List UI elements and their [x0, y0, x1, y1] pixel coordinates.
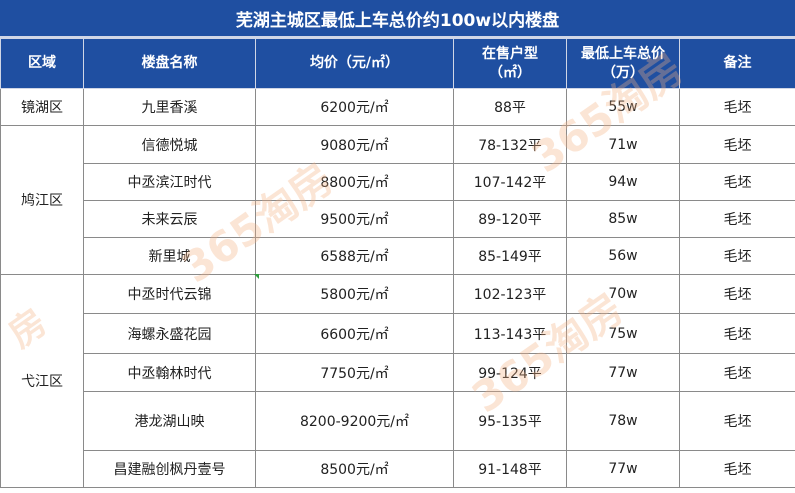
note-cell: 毛坯 [679, 274, 795, 314]
name-cell: 九里香溪 [83, 88, 256, 126]
price-cell: 8500元/㎡ [255, 450, 454, 488]
header-area: 在售户型 （㎡） [453, 38, 567, 89]
name-cell: 海螺永盛花园 [83, 313, 256, 354]
header-note: 备注 [679, 38, 795, 89]
name-cell: 未来云辰 [83, 200, 256, 238]
price-cell: 6200元/㎡ [255, 88, 454, 126]
total-cell: 70w [566, 274, 680, 314]
name-cell: 中丞滨江时代 [83, 163, 256, 201]
note-cell: 毛坯 [679, 353, 795, 392]
note-cell: 毛坯 [679, 163, 795, 201]
total-cell: 56w [566, 237, 680, 275]
total-cell: 75w [566, 313, 680, 354]
area-cell: 99-124平 [453, 353, 567, 392]
price-cell: 6588元/㎡ [255, 237, 454, 275]
total-cell: 55w [566, 88, 680, 126]
total-cell: 94w [566, 163, 680, 201]
table-row: 海螺永盛花园 6600元/㎡ 113-143平 75w 毛坯 [1, 313, 795, 354]
header-total-line1: 最低上车总价 [581, 45, 665, 62]
name-cell: 信德悦城 [83, 125, 256, 164]
total-cell: 85w [566, 200, 680, 238]
price-cell: 6600元/㎡ [255, 313, 454, 354]
header-area-line2: （㎡） [489, 64, 531, 81]
total-cell: 77w [566, 353, 680, 392]
table-row: 弋江区 中丞时代云锦 5800元/㎡ 102-123平 70w 毛坯 [0, 274, 795, 488]
header-total-line2: （万） [602, 64, 644, 81]
header-price: 均价（元/㎡） [255, 38, 454, 89]
name-cell: 港龙湖山映 [83, 391, 256, 451]
header-total: 最低上车总价 （万） [566, 38, 680, 89]
table-row: 昌建融创枫丹壹号 8500元/㎡ 91-148平 77w 毛坯 [1, 450, 795, 488]
name-cell: 昌建融创枫丹壹号 [83, 450, 256, 488]
header-name: 楼盘名称 [83, 38, 256, 89]
price-cell: 7750元/㎡ [255, 353, 454, 392]
note-cell: 毛坯 [679, 88, 795, 126]
table-title: 芜湖主城区最低上车总价约100w以内楼盘 [0, 0, 795, 38]
note-cell: 毛坯 [679, 391, 795, 451]
name-cell: 中丞翰林时代 [83, 353, 256, 392]
price-cell: 8200-9200元/㎡ [255, 391, 454, 451]
table-row: 未来云辰 9500元/㎡ 89-120平 85w 毛坯 [1, 200, 795, 238]
area-cell: 102-123平 [453, 274, 567, 314]
area-cell: 107-142平 [453, 163, 567, 201]
price-cell: 9500元/㎡ [255, 200, 454, 238]
district-cell-jinghu: 镜湖区 [0, 88, 84, 126]
table-row: 港龙湖山映 8200-9200元/㎡ 95-135平 78w 毛坯 [1, 391, 795, 451]
price-cell: 8800元/㎡ [255, 163, 454, 201]
note-cell: 毛坯 [679, 450, 795, 488]
price-cell: 9080元/㎡ [255, 125, 454, 164]
district-cell-yijiang: 弋江区 [0, 274, 84, 488]
note-cell: 毛坯 [679, 200, 795, 238]
price-cell: 5800元/㎡ [255, 274, 454, 314]
table-row: 中丞滨江时代 8800元/㎡ 107-142平 94w 毛坯 [1, 163, 795, 201]
table-row: 中丞翰林时代 7750元/㎡ 99-124平 77w 毛坯 [1, 353, 795, 392]
total-cell: 78w [566, 391, 680, 451]
total-cell: 71w [566, 125, 680, 164]
name-cell: 中丞时代云锦 [83, 274, 256, 314]
header-row: 区域 楼盘名称 均价（元/㎡） 在售户型 （㎡） 最低上车总价 （万） 备注 [0, 38, 795, 89]
note-cell: 毛坯 [679, 313, 795, 354]
note-cell: 毛坯 [679, 237, 795, 275]
area-cell: 113-143平 [453, 313, 567, 354]
cell-marker-icon [254, 274, 259, 279]
header-area-line1: 在售户型 [482, 45, 538, 62]
area-cell: 78-132平 [453, 125, 567, 164]
area-cell: 91-148平 [453, 450, 567, 488]
area-cell: 85-149平 [453, 237, 567, 275]
name-cell: 新里城 [83, 237, 256, 275]
area-cell: 88平 [453, 88, 567, 126]
note-cell: 毛坯 [679, 125, 795, 164]
table-row: 鸠江区 信德悦城 9080元/㎡ 78-132平 71w 毛坯 [0, 125, 795, 275]
total-cell: 77w [566, 450, 680, 488]
area-cell: 95-135平 [453, 391, 567, 451]
area-cell: 89-120平 [453, 200, 567, 238]
district-cell-jiujiang: 鸠江区 [0, 125, 84, 275]
table-row: 镜湖区 九里香溪 6200元/㎡ 88平 55w 毛坯 [0, 88, 795, 126]
header-district: 区域 [0, 38, 84, 89]
table-row: 新里城 6588元/㎡ 85-149平 56w 毛坯 [1, 237, 795, 275]
property-table: 区域 楼盘名称 均价（元/㎡） 在售户型 （㎡） 最低上车总价 （万） 备注 镜… [0, 38, 795, 488]
